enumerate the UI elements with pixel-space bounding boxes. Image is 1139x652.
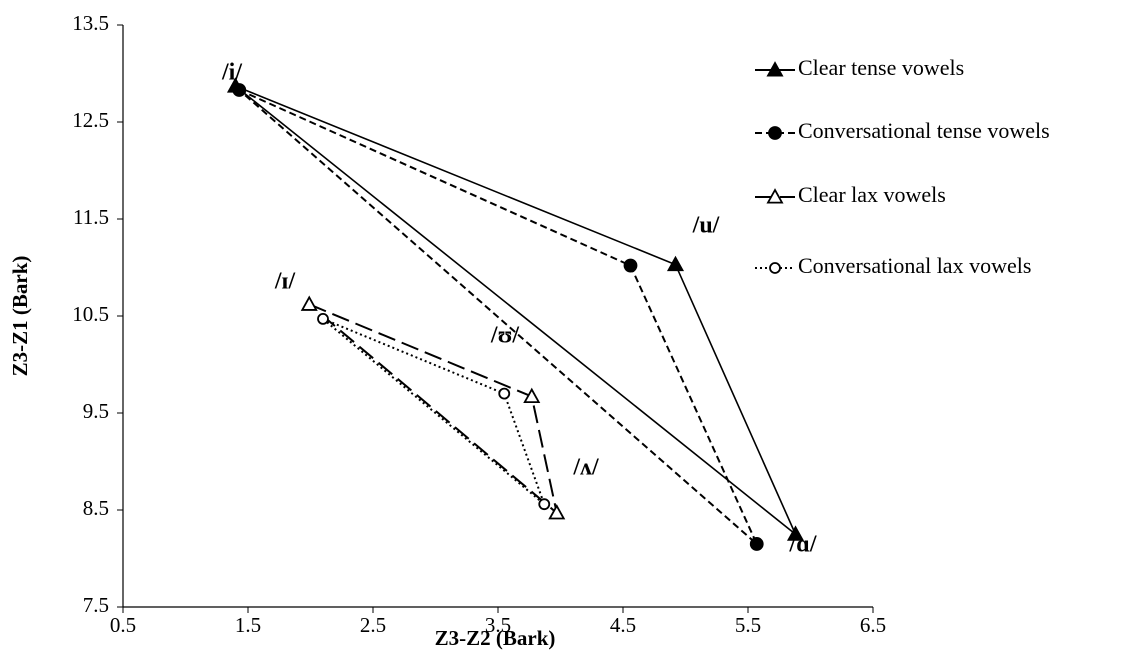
y-tick-label: 8.5	[83, 496, 109, 520]
vowel-label: /ʊ/	[490, 323, 519, 349]
legend-marker	[769, 262, 781, 274]
series-line	[235, 85, 797, 535]
vowel-label: /ʌ/	[572, 455, 599, 481]
x-tick-label: 3.5	[485, 613, 511, 637]
series-line	[308, 303, 559, 516]
data-point	[786, 525, 805, 541]
y-tick-label: 12.5	[72, 108, 109, 132]
data-point	[666, 255, 685, 272]
legend-label: Conversational tense vowels	[798, 118, 1050, 143]
legend-marker	[768, 126, 782, 140]
legend-label: Clear tense vowels	[798, 55, 964, 80]
data-point	[317, 313, 329, 325]
y-tick-label: 13.5	[72, 11, 109, 35]
y-tick-label: 11.5	[73, 205, 109, 229]
data-point	[623, 258, 638, 273]
vowel-label: /ɑ/	[788, 532, 816, 558]
x-tick-label: 2.5	[360, 613, 386, 637]
series-line	[238, 89, 758, 545]
data-point	[538, 498, 551, 511]
data-point	[523, 387, 541, 404]
legend-marker	[766, 188, 784, 204]
x-tick-label: 0.5	[110, 613, 136, 637]
data-point	[749, 537, 764, 551]
data-point	[300, 295, 318, 311]
x-tick-label: 1.5	[235, 613, 261, 637]
legend-label: Conversational lax vowels	[798, 253, 1031, 278]
vowel-label: /i/	[221, 60, 242, 86]
x-axis-title: Z3-Z2 (Bark)	[435, 626, 556, 650]
legend-label: Clear lax vowels	[798, 182, 946, 207]
y-tick-label: 10.5	[72, 302, 109, 326]
legend-marker	[766, 61, 784, 77]
x-tick-label: 6.5	[860, 613, 886, 637]
x-tick-label: 4.5	[610, 613, 636, 637]
x-tick-label: 5.5	[735, 613, 761, 637]
vowel-label: /u/	[692, 213, 720, 239]
y-tick-label: 7.5	[83, 593, 109, 617]
y-tick-label: 9.5	[83, 399, 109, 423]
vowel-label: /ɪ/	[274, 269, 296, 295]
data-point	[548, 504, 566, 520]
y-axis-title: Z3-Z1 (Bark)	[8, 256, 32, 377]
data-point	[498, 387, 511, 400]
data-point	[232, 83, 247, 97]
